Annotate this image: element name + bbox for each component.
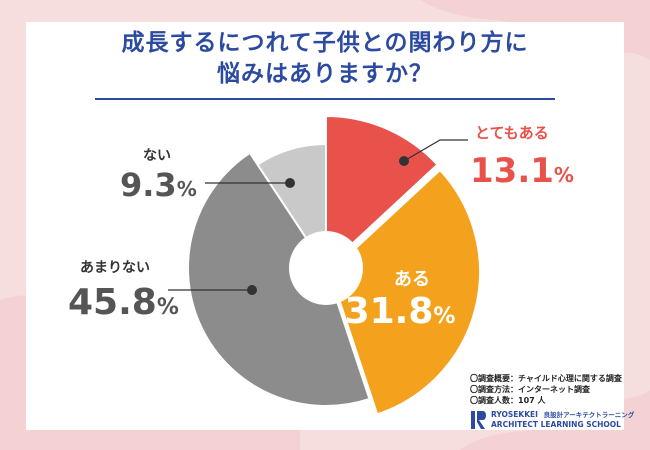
survey-note-overview: 〇調査概要：チャイルド心理に関する調査 — [470, 374, 622, 383]
slice-label-nai: ない — [143, 148, 171, 164]
brand-logo: RYOSEKKEI 良設計アーキテクトラーニング ARCHITECT LEARN… — [470, 408, 634, 432]
pie-slice-1 — [325, 114, 439, 271]
title-line-1: 成長するにつれて子供との関わり方に — [121, 30, 529, 56]
leader-line-totemoaru — [403, 139, 468, 162]
survey-note-method: 〇調査方法：インターネット調査 — [470, 385, 590, 394]
ryosekkei-logo-icon — [471, 411, 486, 429]
slice-label-amarinai: あまりない — [80, 260, 150, 276]
leader-line-nai-dot — [285, 178, 295, 188]
slice-value-totemoaru: 13.1% — [470, 151, 574, 191]
title-line-2: 悩みはありますか？ — [217, 61, 433, 87]
slice-value-nai: 9.3% — [120, 166, 197, 204]
pie-slice-3 — [187, 151, 371, 407]
survey-note-count: 〇調査人数：107 人 — [470, 396, 546, 405]
leader-line-amarinai-dot — [247, 285, 257, 295]
slice-value-aru: 31.8% — [345, 291, 456, 332]
title-underline — [95, 98, 555, 100]
brand-name: RYOSEKKEI 良設計アーキテクトラーニング — [491, 410, 635, 419]
slice-label-totemoaru: とてもある — [475, 124, 549, 142]
slice-label-aru: ある — [394, 269, 430, 290]
pie-slice-2 — [328, 168, 481, 416]
chart-title: 成長するにつれて子供との関わり方に 悩みはありますか？ — [26, 28, 624, 90]
leader-line-totemoaru-dot — [399, 156, 409, 166]
donut-hole — [289, 231, 363, 305]
survey-notes: 〇調査概要：チャイルド心理に関する調査 〇調査方法：インターネット調査 〇調査人… — [470, 373, 622, 406]
slice-value-amarinai: 45.8% — [68, 282, 179, 323]
brand-school-name: ARCHITECT LEARNING SCHOOL — [491, 420, 621, 429]
